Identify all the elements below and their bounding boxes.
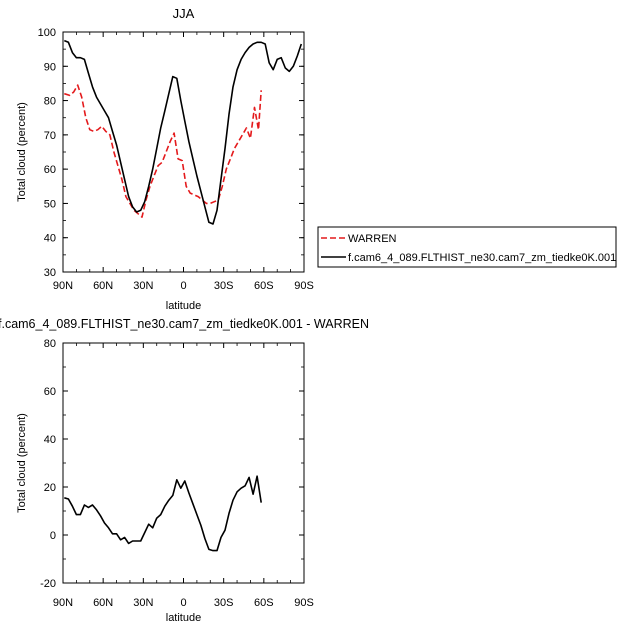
series-line-1	[64, 475, 262, 552]
x-tick-label: 30N	[133, 597, 153, 609]
x-tick-label: 60N	[93, 280, 113, 292]
x-tick-label: 0	[180, 280, 186, 292]
y-tick-label: 50	[44, 198, 56, 210]
plot-frame	[62, 342, 305, 584]
y-tick-label: 80	[44, 96, 56, 108]
x-tick-label: 60S	[254, 280, 274, 292]
y-tick-label: 30	[44, 267, 56, 279]
y-tick-label: 40	[44, 233, 56, 245]
y-tick-label: 100	[38, 27, 56, 39]
x-axis-label: latitude	[166, 612, 201, 624]
y-tick-label: 20	[44, 482, 56, 494]
x-tick-label: 90S	[294, 280, 314, 292]
y-tick-label: 0	[50, 530, 56, 542]
legend-box	[317, 226, 617, 268]
y-tick-label: 80	[44, 338, 56, 350]
y-axis-label: Total cloud (percent)	[16, 413, 28, 513]
y-tick-label: -20	[40, 578, 56, 590]
x-tick-label: 30S	[214, 280, 234, 292]
series-line-2	[63, 39, 303, 225]
x-tick-label: 90N	[53, 280, 73, 292]
legend-entry-1: WARREN	[348, 233, 397, 245]
x-tick-label: 60N	[93, 597, 113, 609]
x-tick-label: 30S	[214, 597, 234, 609]
y-tick-label: 60	[44, 386, 56, 398]
chart-panel-2: f.cam6_4_089.FLTHIST_ne30.cam7_zm_tiedke…	[0, 317, 369, 624]
y-tick-label: 70	[44, 130, 56, 142]
y-axis-label: Total cloud (percent)	[16, 102, 28, 202]
x-tick-label: 60S	[254, 597, 274, 609]
x-tick-label: 0	[180, 597, 186, 609]
chart-panel-1: JJA 30 40 50 60 70 80 90 100 90N 60N 30N 0 30S 60S 90S l…	[16, 6, 617, 312]
legend: WARREN f.cam6_4_089.FLTHIST_ne30.cam7_zm_…	[317, 226, 617, 268]
x-tick-label: 90N	[53, 597, 73, 609]
legend-entry-2: f.cam6_4_089.FLTHIST_ne30.cam7_zm_tiedke…	[348, 252, 616, 264]
chart-title: JJA	[173, 6, 195, 21]
x-axis-label: latitude	[166, 300, 201, 312]
y-tick-label: 60	[44, 164, 56, 176]
series-line-1	[64, 84, 262, 218]
x-tick-label: 30N	[133, 280, 153, 292]
y-tick-label: 90	[44, 61, 56, 73]
chart-title: f.cam6_4_089.FLTHIST_ne30.cam7_zm_tiedke…	[0, 317, 369, 331]
plot-frame	[62, 31, 305, 273]
y-tick-label: 40	[44, 434, 56, 446]
x-tick-label: 90S	[294, 597, 314, 609]
